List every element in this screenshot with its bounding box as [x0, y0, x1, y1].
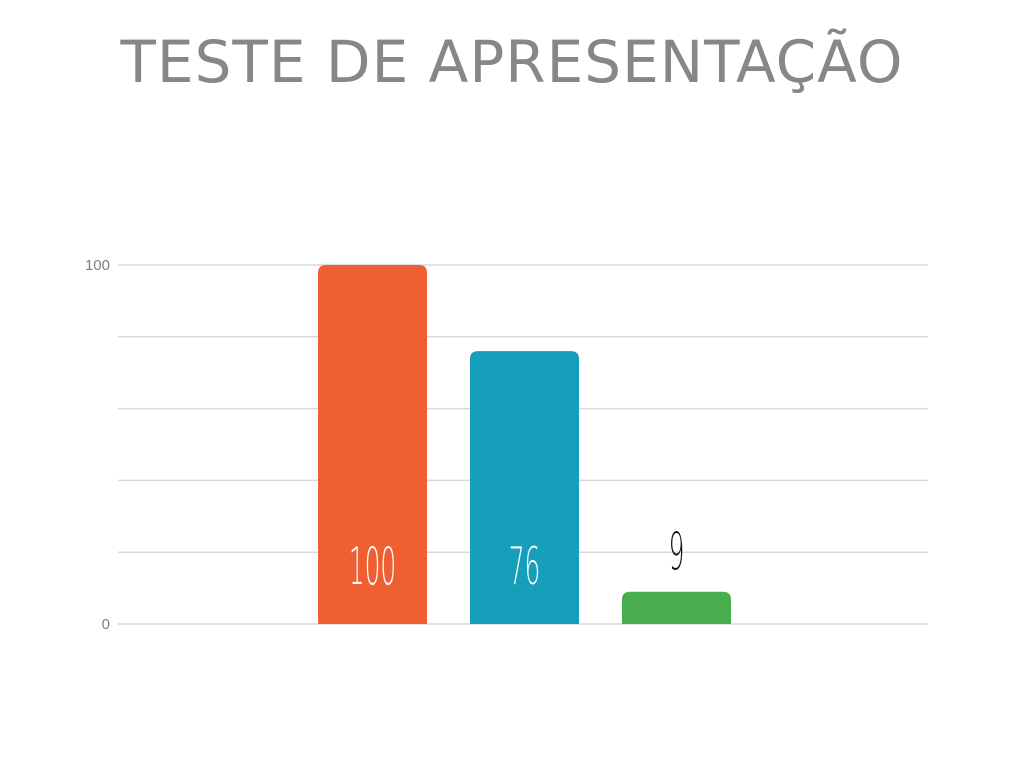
y-tick-label: 0 — [102, 616, 110, 633]
bar-value-label: 9 — [669, 521, 685, 582]
bar — [470, 351, 579, 624]
data-labels: 100 76 9 — [349, 521, 685, 597]
y-tick-label: 100 — [85, 257, 110, 274]
bars — [318, 265, 731, 624]
bar-value-label: 76 — [509, 535, 541, 596]
bar — [622, 591, 731, 624]
bar — [318, 265, 427, 624]
y-axis-ticks: 0 100 — [85, 257, 110, 633]
slide-title: TESTE DE APRESENTAÇÃO — [120, 28, 904, 96]
bar-value-label: 100 — [349, 535, 396, 596]
